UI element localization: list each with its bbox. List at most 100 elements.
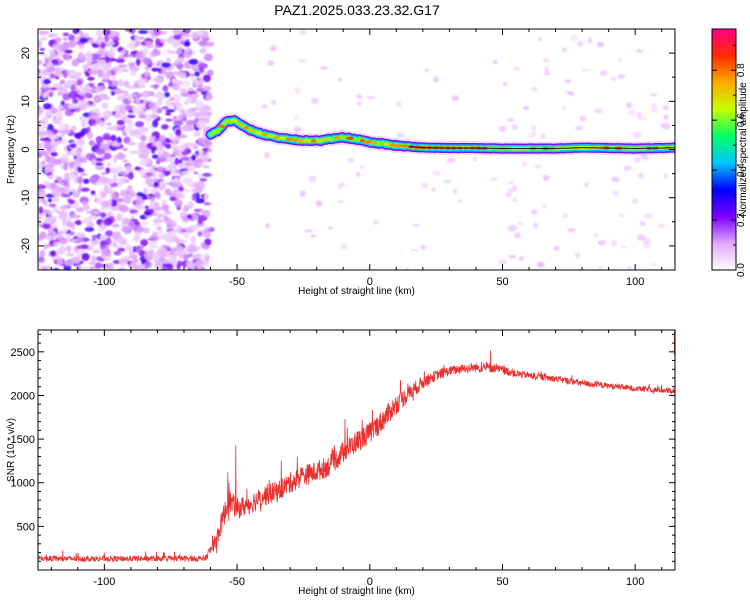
- noise-speckle: [172, 146, 179, 152]
- noise-speckle: [117, 215, 121, 219]
- noise-speckle: [316, 200, 323, 206]
- noise-speckle: [138, 110, 147, 114]
- noise-speckle: [424, 68, 429, 72]
- noise-speckle: [113, 231, 122, 238]
- noise-speckle: [117, 120, 125, 126]
- noise-speckle: [600, 70, 608, 76]
- noise-speckle: [202, 156, 209, 163]
- noise-speckle: [514, 232, 520, 238]
- y-tick-label: 2500: [11, 347, 35, 359]
- noise-speckle: [189, 73, 195, 76]
- noise-speckle: [356, 172, 360, 176]
- noise-speckle: [150, 200, 155, 205]
- noise-speckle: [131, 224, 139, 231]
- noise-speckle: [124, 127, 134, 133]
- noise-speckle: [203, 202, 211, 205]
- noise-speckle: [565, 79, 571, 83]
- noise-speckle: [134, 129, 140, 132]
- noise-speckle: [87, 77, 95, 81]
- noise-speckle: [133, 235, 140, 242]
- noise-speckle: [181, 229, 187, 232]
- noise-speckle: [340, 244, 348, 250]
- noise-speckle: [570, 35, 577, 41]
- noise-speckle: [126, 245, 133, 251]
- ridge-peak: [249, 129, 256, 132]
- noise-speckle: [108, 199, 112, 206]
- noise-speckle: [77, 31, 83, 35]
- noise-speckle: [165, 112, 171, 115]
- noise-speckle: [112, 143, 120, 147]
- noise-speckle: [202, 86, 211, 91]
- noise-speckle: [457, 199, 462, 203]
- ridge-peak: [274, 136, 280, 139]
- noise-speckle: [626, 102, 632, 109]
- noise-speckle: [73, 191, 80, 198]
- noise-speckle: [161, 251, 166, 257]
- noise-speckle: [270, 45, 276, 51]
- noise-speckle: [48, 34, 54, 37]
- noise-speckle: [507, 225, 515, 232]
- ridge-peak: [238, 123, 243, 126]
- noise-speckle: [594, 234, 599, 237]
- ridge-peak: [285, 138, 293, 141]
- noise-speckle: [77, 245, 82, 249]
- noise-speckle: [144, 158, 151, 164]
- noise-speckle: [156, 166, 164, 170]
- noise-speckle: [62, 219, 66, 226]
- ridge-peak: [390, 144, 396, 147]
- noise-speckle: [81, 201, 87, 205]
- noise-speckle: [373, 220, 379, 224]
- noise-speckle: [311, 97, 318, 104]
- noise-speckle: [338, 186, 342, 189]
- noise-speckle: [165, 138, 170, 143]
- noise-speckle: [129, 251, 134, 258]
- noise-speckle: [181, 249, 185, 255]
- noise-speckle: [305, 229, 314, 232]
- noise-speckle: [66, 55, 70, 62]
- noise-speckle: [187, 214, 192, 219]
- ridge-peak: [293, 138, 298, 141]
- ridge-peak: [311, 139, 316, 142]
- noise-speckle: [651, 109, 659, 113]
- noise-speckle: [120, 190, 124, 196]
- noise-speckle: [150, 30, 154, 35]
- noise-speckle: [41, 160, 45, 167]
- noise-speckle: [39, 30, 46, 35]
- noise-speckle: [200, 48, 207, 54]
- noise-speckle: [204, 238, 211, 245]
- noise-speckle: [271, 100, 276, 105]
- noise-speckle: [531, 87, 538, 92]
- noise-speckle: [498, 260, 506, 265]
- x-tick-label: 50: [496, 576, 508, 588]
- snr-ylabel: SNR (10 * v/v): [6, 418, 17, 482]
- noise-speckle: [80, 173, 87, 176]
- noise-speckle: [87, 126, 91, 132]
- noise-speckle: [107, 211, 113, 217]
- noise-speckle: [178, 239, 187, 243]
- noise-speckle: [66, 221, 71, 227]
- noise-speckle: [167, 231, 176, 238]
- noise-speckle: [597, 42, 604, 48]
- noise-speckle: [71, 80, 78, 84]
- noise-speckle: [75, 221, 82, 225]
- noise-speckle: [148, 102, 156, 109]
- noise-speckle: [145, 177, 153, 185]
- noise-speckle: [183, 233, 190, 238]
- snr-series-line: [38, 350, 675, 562]
- noise-speckle: [57, 230, 64, 236]
- noise-speckle: [127, 43, 135, 49]
- noise-speckle: [431, 188, 435, 191]
- noise-speckle: [125, 28, 133, 32]
- noise-speckle: [147, 76, 151, 80]
- noise-speckle: [130, 69, 136, 76]
- noise-speckle: [122, 132, 127, 135]
- noise-speckle: [50, 87, 58, 90]
- noise-speckle: [267, 60, 274, 65]
- noise-speckle: [581, 68, 589, 71]
- noise-speckle: [192, 188, 198, 194]
- noise-speckle: [410, 248, 419, 251]
- noise-speckle: [396, 102, 402, 106]
- noise-speckle: [620, 245, 627, 248]
- noise-speckle: [194, 71, 200, 76]
- noise-speckle: [360, 166, 365, 169]
